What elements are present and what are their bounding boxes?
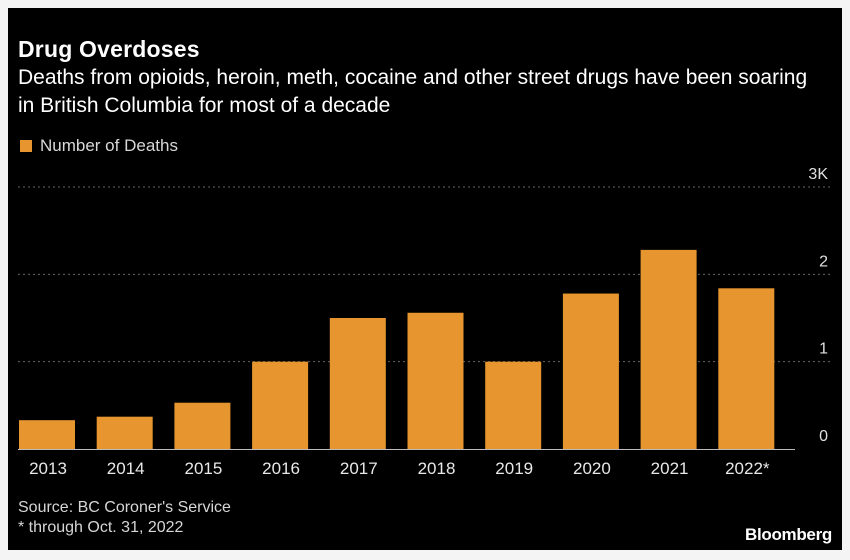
x-tick-label: 2014 bbox=[107, 459, 145, 478]
x-tick-label: 2015 bbox=[184, 459, 222, 478]
chart-subtitle: Deaths from opioids, heroin, meth, cocai… bbox=[18, 66, 808, 117]
y-tick-label: 3K bbox=[808, 166, 828, 183]
legend: Number of Deaths bbox=[20, 136, 178, 156]
footer: Source: BC Coroner's Service * through O… bbox=[18, 498, 231, 538]
x-tick-label: 2021 bbox=[651, 459, 689, 478]
y-tick-label: 1 bbox=[819, 341, 828, 358]
legend-label: Number of Deaths bbox=[40, 136, 178, 155]
x-tick-label: 2020 bbox=[573, 459, 611, 478]
bar-2020 bbox=[562, 293, 619, 449]
x-tick-label: 2018 bbox=[418, 459, 456, 478]
bar-2017 bbox=[329, 318, 386, 449]
x-tick-label: 2017 bbox=[340, 459, 378, 478]
bar-2014 bbox=[96, 416, 153, 449]
bar-2018 bbox=[407, 312, 464, 449]
bar-chart: 0 1 2 3K 2013 2014 2015 2016 2017 2018 2019 2020 202… bbox=[18, 166, 830, 478]
bar-2021 bbox=[640, 249, 697, 449]
bar-2015 bbox=[174, 402, 231, 449]
x-tick-label: 2016 bbox=[262, 459, 300, 478]
x-tick-label: 2022* bbox=[725, 459, 770, 478]
bar-2013 bbox=[19, 420, 75, 449]
bloomberg-logo: Bloomberg bbox=[744, 525, 832, 544]
source-note: Source: BC Coroner's Service bbox=[18, 499, 231, 516]
y-tick-label: 0 bbox=[819, 428, 828, 445]
x-tick-label: 2013 bbox=[29, 459, 67, 478]
bar-2022 bbox=[718, 288, 775, 449]
legend-swatch bbox=[20, 140, 32, 152]
footnote: * through Oct. 31, 2022 bbox=[18, 519, 184, 536]
bar-2019 bbox=[485, 361, 542, 449]
x-tick-label: 2019 bbox=[495, 459, 533, 478]
y-tick-label: 2 bbox=[819, 253, 828, 270]
chart-title: Drug Overdoses bbox=[18, 36, 200, 62]
bar-2016 bbox=[252, 361, 309, 449]
